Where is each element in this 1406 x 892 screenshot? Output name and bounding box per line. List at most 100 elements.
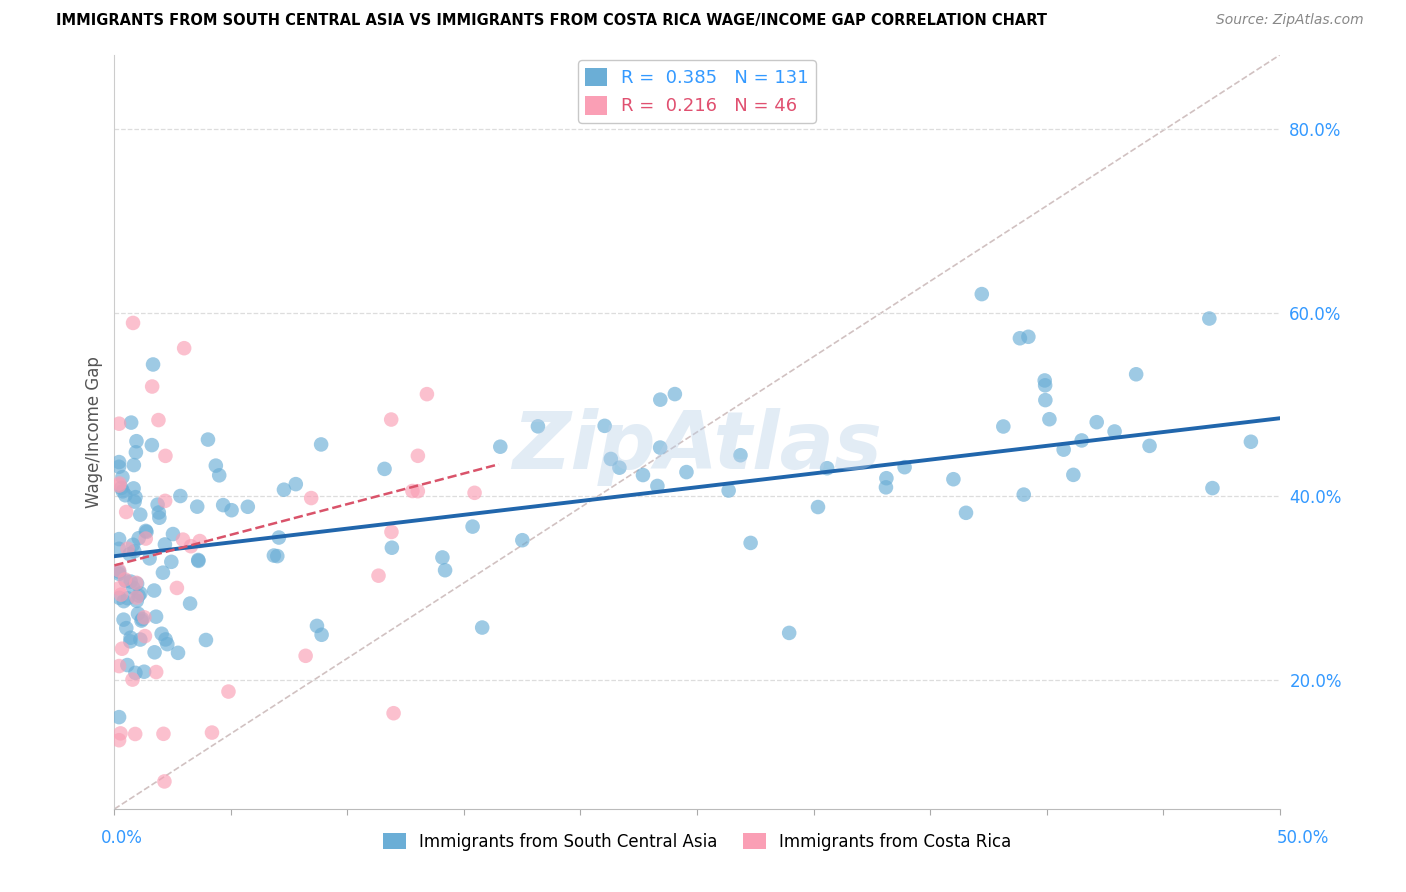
Point	[1201, 481, 1223, 495]
Point	[1062, 467, 1084, 482]
Point	[647, 479, 669, 493]
Point	[125, 434, 148, 449]
Point	[179, 597, 201, 611]
Point	[194, 632, 217, 647]
Point	[172, 533, 194, 547]
Point	[134, 610, 156, 624]
Point	[406, 484, 429, 499]
Point	[593, 418, 616, 433]
Point	[122, 316, 145, 330]
Point	[1139, 439, 1161, 453]
Legend: R =  0.385   N = 131, R =  0.216   N = 46: R = 0.385 N = 131, R = 0.216 N = 46	[578, 61, 815, 122]
Point	[146, 498, 169, 512]
Point	[180, 539, 202, 553]
Point	[609, 460, 631, 475]
Point	[416, 387, 439, 401]
Point	[121, 673, 143, 687]
Point	[382, 706, 405, 721]
Point	[110, 726, 132, 740]
Point	[152, 566, 174, 580]
Point	[122, 482, 145, 496]
Point	[108, 417, 131, 431]
Point	[110, 588, 132, 602]
Point	[125, 575, 148, 590]
Point	[186, 500, 208, 514]
Point	[730, 448, 752, 462]
Point	[305, 619, 328, 633]
Point	[118, 547, 141, 561]
Point	[381, 541, 404, 555]
Point	[108, 459, 131, 474]
Point	[273, 483, 295, 497]
Point	[117, 541, 139, 556]
Point	[173, 341, 195, 355]
Point	[188, 534, 211, 549]
Point	[434, 563, 457, 577]
Point	[311, 628, 333, 642]
Point	[122, 538, 145, 552]
Point	[108, 659, 131, 673]
Point	[208, 468, 231, 483]
Point	[650, 392, 672, 407]
Point	[267, 531, 290, 545]
Point	[815, 461, 838, 475]
Point	[145, 609, 167, 624]
Point	[117, 591, 139, 606]
Point	[143, 583, 166, 598]
Point	[284, 477, 307, 491]
Point	[167, 646, 190, 660]
Point	[120, 634, 142, 648]
Text: IMMIGRANTS FROM SOUTH CENTRAL ASIA VS IMMIGRANTS FROM COSTA RICA WAGE/INCOME GAP: IMMIGRANTS FROM SOUTH CENTRAL ASIA VS IM…	[56, 13, 1047, 29]
Point	[875, 480, 897, 494]
Point	[675, 465, 697, 479]
Point	[114, 573, 136, 587]
Point	[263, 549, 285, 563]
Text: Source: ZipAtlas.com: Source: ZipAtlas.com	[1216, 13, 1364, 28]
Point	[527, 419, 550, 434]
Point	[464, 485, 486, 500]
Point	[134, 665, 156, 679]
Text: 0.0%: 0.0%	[101, 829, 143, 847]
Point	[187, 553, 209, 567]
Point	[432, 550, 454, 565]
Point	[141, 379, 163, 393]
Text: ZipAtlas: ZipAtlas	[512, 409, 882, 486]
Point	[153, 494, 176, 508]
Point	[108, 478, 131, 492]
Point	[367, 568, 389, 582]
Point	[120, 416, 142, 430]
Point	[197, 433, 219, 447]
Point	[114, 574, 136, 588]
Point	[309, 437, 332, 451]
Point	[631, 468, 654, 483]
Point	[201, 725, 224, 739]
Point	[1038, 412, 1060, 426]
Point	[129, 632, 152, 647]
Point	[162, 527, 184, 541]
Point	[112, 594, 135, 608]
Point	[807, 500, 830, 514]
Point	[955, 506, 977, 520]
Point	[114, 488, 136, 502]
Point	[217, 684, 239, 698]
Point	[599, 452, 621, 467]
Point	[108, 563, 131, 577]
Point	[135, 524, 157, 539]
Point	[740, 536, 762, 550]
Point	[380, 524, 402, 539]
Point	[141, 438, 163, 452]
Point	[111, 484, 134, 499]
Point	[299, 491, 322, 505]
Point	[380, 412, 402, 426]
Point	[112, 613, 135, 627]
Point	[145, 665, 167, 679]
Point	[115, 505, 138, 519]
Point	[111, 470, 134, 484]
Point	[128, 531, 150, 545]
Point	[212, 498, 235, 512]
Point	[128, 589, 150, 603]
Point	[142, 358, 165, 372]
Point	[489, 440, 512, 454]
Point	[1053, 442, 1076, 457]
Point	[108, 591, 131, 605]
